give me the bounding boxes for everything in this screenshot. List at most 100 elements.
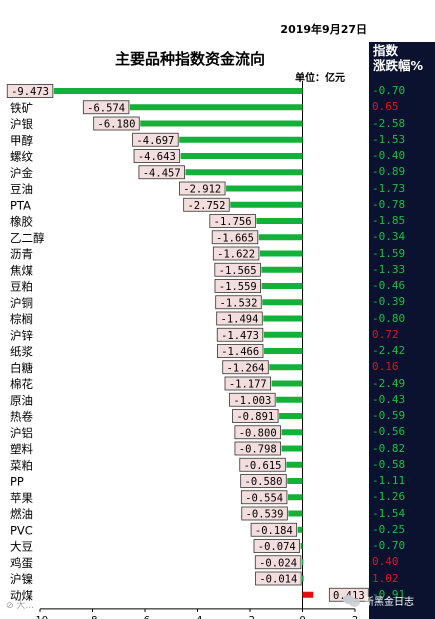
bar — [269, 364, 303, 371]
category-label: 棕榈 — [10, 312, 33, 326]
index-change-value: -0.58 — [372, 457, 406, 471]
category-label: 甲醇 — [10, 133, 33, 147]
category-label: 燃油 — [10, 507, 33, 521]
bar — [261, 283, 303, 289]
value-label: -1.532 — [220, 297, 258, 309]
category-label: 动煤 — [10, 588, 33, 602]
index-change-value: -0.91 — [372, 587, 406, 601]
index-change-value: -0.46 — [372, 279, 406, 292]
watermark-left: ⊘ 大... — [6, 601, 34, 611]
value-label: -1.177 — [229, 379, 267, 391]
bar — [287, 494, 303, 501]
category-label: 豆油 — [10, 182, 33, 196]
value-label-box — [241, 506, 288, 521]
category-label: 棉花 — [10, 377, 33, 391]
value-label-box — [234, 425, 281, 440]
index-change-value: -1.26 — [372, 490, 406, 504]
value-label-box — [133, 149, 181, 163]
value-label-box — [209, 214, 256, 228]
category-label: 豆粕 — [10, 280, 33, 294]
value-label: -1.622 — [217, 249, 255, 261]
index-change-value: 0.65 — [372, 100, 399, 114]
value-label-box — [212, 246, 260, 261]
value-label-box — [234, 441, 281, 456]
index-change-value: -1.11 — [372, 474, 406, 487]
category-label: 沪锌 — [10, 328, 33, 342]
bar — [261, 266, 303, 273]
index-change-value: -0.89 — [372, 165, 406, 179]
value-label-box — [254, 555, 302, 570]
value-label-box — [93, 116, 140, 131]
report-date: 2019年9月27日 — [280, 23, 367, 36]
value-label-box — [216, 327, 264, 342]
category-label: 沪银 — [10, 117, 33, 131]
index-change-value: -0.56 — [372, 425, 406, 439]
value-label-box — [82, 100, 130, 115]
index-change-value: -0.82 — [372, 441, 406, 455]
index-change-value: 0.40 — [372, 555, 399, 569]
bar — [185, 169, 303, 176]
value-label: -1.559 — [219, 281, 257, 293]
bar — [286, 461, 303, 468]
category-label: 铁矿 — [10, 101, 33, 115]
x-tick-label: 0 — [299, 615, 305, 619]
category-label: 沪镍 — [10, 572, 33, 586]
value-label: -6.574 — [87, 102, 125, 114]
bar — [264, 348, 303, 354]
x-tick-label: -10 — [32, 615, 48, 619]
value-label: -4.457 — [143, 167, 181, 179]
value-label: -0.539 — [246, 509, 284, 521]
value-label-box — [214, 262, 261, 277]
value-label-box — [214, 279, 261, 293]
bar — [281, 445, 303, 452]
index-change-value: -1.59 — [372, 246, 406, 260]
bar — [258, 234, 303, 241]
watermark-right: 新黑金日志 — [343, 593, 414, 608]
value-label-box — [250, 522, 298, 537]
category-label: 沥青 — [10, 247, 33, 261]
bar — [256, 218, 303, 224]
category-label: 原油 — [10, 393, 33, 407]
value-label-box — [179, 181, 226, 196]
watermark-source: 新黑金日志 — [364, 597, 414, 608]
category-label: 纸浆 — [10, 345, 33, 359]
index-change-value: -1.53 — [372, 132, 406, 146]
value-label-box — [183, 197, 230, 212]
value-label: -0.891 — [236, 411, 274, 423]
bar — [287, 478, 303, 484]
value-label: -0.014 — [259, 574, 297, 586]
index-change-value: -0.70 — [372, 84, 406, 97]
value-label: -0.798 — [239, 444, 277, 456]
value-label-box — [138, 165, 185, 180]
value-label: -1.756 — [214, 216, 252, 228]
value-label: -0.554 — [245, 492, 283, 504]
value-label: -1.466 — [221, 346, 259, 358]
index-change-value: -0.59 — [372, 409, 406, 422]
bar — [279, 413, 303, 419]
category-label: 白糖 — [10, 361, 33, 375]
index-change-value: -2.49 — [372, 376, 406, 390]
category-label: 沪铜 — [10, 296, 33, 310]
index-change-value: -1.85 — [372, 214, 406, 227]
value-label: -0.184 — [255, 525, 293, 537]
value-label-box — [6, 84, 54, 98]
category-label: 苹果 — [10, 491, 33, 505]
value-label: -0.580 — [245, 476, 283, 488]
index-change-value: -1.73 — [372, 181, 406, 195]
bar — [297, 526, 303, 533]
wechat-icon — [343, 594, 361, 608]
bar — [179, 136, 303, 143]
index-change-value: -0.80 — [372, 311, 406, 325]
index-change-header: 指数 涨跌幅% — [373, 43, 424, 73]
bar — [263, 315, 303, 322]
category-label: 橡胶 — [10, 215, 33, 229]
index-change-panel: 指数 涨跌幅% -0.70 0.65 -2.58 -1.53 -0.40 -0.89 -1.… — [369, 42, 435, 619]
value-label: -1.473 — [221, 330, 259, 342]
bar — [226, 185, 303, 192]
category-label: PVC — [10, 523, 33, 537]
value-label: -9.473 — [11, 86, 49, 98]
value-label: -1.665 — [216, 232, 254, 244]
value-label: -4.697 — [136, 135, 174, 147]
index-change-value: -0.78 — [372, 197, 406, 211]
